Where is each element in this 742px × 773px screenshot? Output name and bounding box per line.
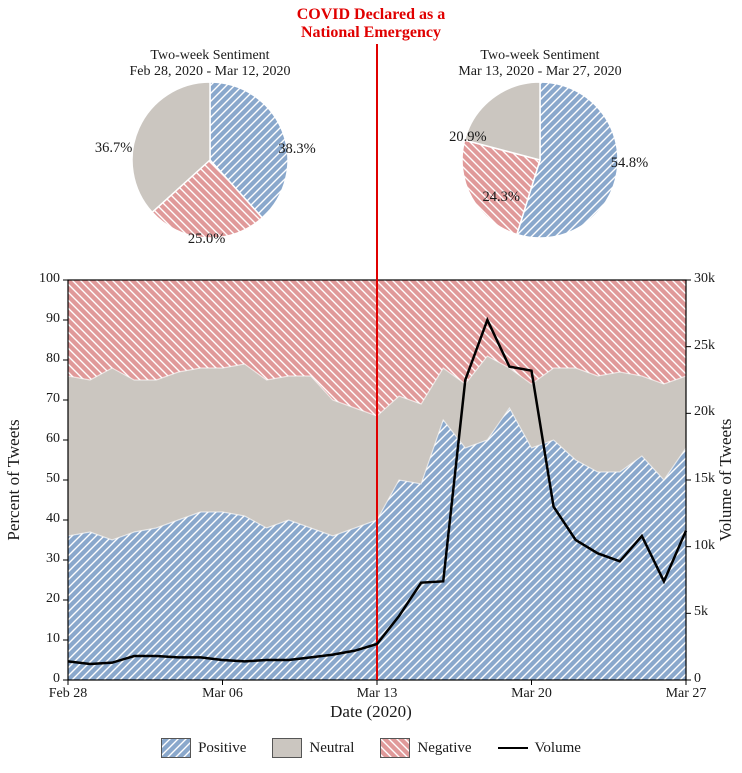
figure-root: COVID Declared as a National Emergency T… <box>0 0 742 773</box>
y-left-tick: 10 <box>46 631 60 647</box>
y-right-tick: 10k <box>694 538 715 554</box>
legend-label-neutral: Neutral <box>309 740 354 757</box>
y-left-tick: 80 <box>46 351 60 367</box>
svg-layer <box>0 0 742 773</box>
y-left-tick: 70 <box>46 391 60 407</box>
x-tick: Mar 20 <box>504 686 560 702</box>
legend-swatch-neutral <box>272 738 302 758</box>
y-left-tick: 50 <box>46 471 60 487</box>
x-tick: Mar 06 <box>195 686 251 702</box>
legend-label-positive: Positive <box>198 740 246 757</box>
legend: Positive Neutral Negative Volume <box>0 738 742 758</box>
pie-slice-label: 38.3% <box>278 141 315 158</box>
pie-slice-label: 24.3% <box>482 189 519 206</box>
pie-slice-label: 54.8% <box>611 155 648 172</box>
legend-swatch-negative <box>380 738 410 758</box>
y-right-tick: 30k <box>694 271 715 287</box>
pie-left <box>132 82 288 238</box>
legend-swatch-positive <box>161 738 191 758</box>
y-right-tick: 20k <box>694 404 715 420</box>
y-right-tick: 15k <box>694 471 715 487</box>
y-right-label: Volume of Tweets <box>716 370 736 590</box>
y-left-tick: 30 <box>46 551 60 567</box>
x-tick: Mar 13 <box>349 686 405 702</box>
y-left-tick: 100 <box>39 271 60 287</box>
legend-item-volume: Volume <box>498 738 581 758</box>
y-left-tick: 60 <box>46 431 60 447</box>
legend-swatch-volume <box>498 747 528 749</box>
x-tick: Feb 28 <box>40 686 96 702</box>
y-left-tick: 40 <box>46 511 60 527</box>
legend-item-positive: Positive <box>161 738 246 758</box>
legend-label-volume: Volume <box>535 740 581 757</box>
y-right-tick: 25k <box>694 338 715 354</box>
pie-slice-label: 25.0% <box>188 231 225 248</box>
x-label: Date (2020) <box>0 702 742 722</box>
x-tick: Mar 27 <box>658 686 714 702</box>
pie-slice-label: 20.9% <box>449 129 486 146</box>
legend-item-neutral: Neutral <box>272 738 354 758</box>
legend-item-negative: Negative <box>380 738 471 758</box>
y-left-tick: 0 <box>53 671 60 687</box>
y-left-tick: 20 <box>46 591 60 607</box>
y-left-tick: 90 <box>46 311 60 327</box>
y-right-tick: 5k <box>694 604 708 620</box>
y-right-tick: 0 <box>694 671 701 687</box>
legend-label-negative: Negative <box>417 740 471 757</box>
pie-slice-label: 36.7% <box>95 140 132 157</box>
pie-right <box>462 82 618 238</box>
y-left-label: Percent of Tweets <box>4 380 24 580</box>
